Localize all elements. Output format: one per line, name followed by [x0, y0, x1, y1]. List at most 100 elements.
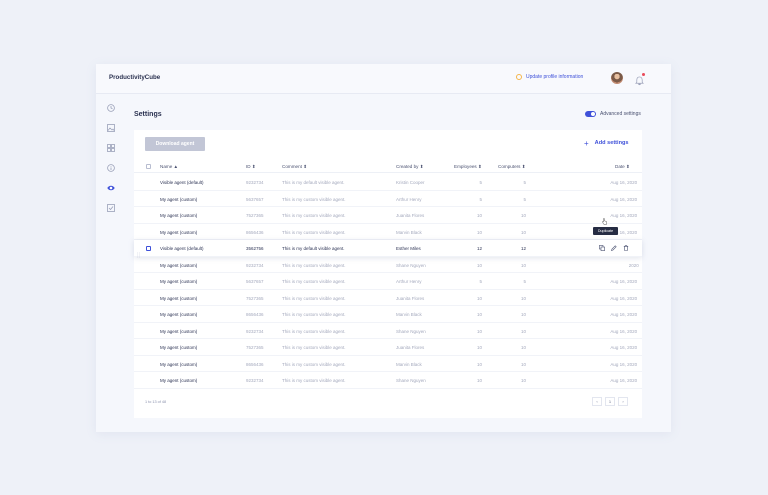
cell-date: Aug 16, 2020 — [610, 378, 638, 383]
cell-employees: 10 — [477, 328, 483, 334]
next-page-button[interactable]: › — [618, 397, 628, 406]
page-title: Settings — [134, 111, 162, 118]
cell-created-by: Arthur Henry — [396, 279, 422, 284]
table-row[interactable]: My agent (custom) 5637657 This is my custo… — [134, 191, 642, 207]
cell-comment: This is my custom visible agent. — [282, 196, 346, 202]
edit-icon[interactable] — [611, 244, 617, 251]
cell-name: My agent (custom) — [160, 295, 198, 301]
update-profile-link[interactable]: Update profile information — [516, 74, 583, 80]
pagination: ‹ 1 › — [592, 397, 628, 406]
sidebar-item-tasks[interactable] — [107, 204, 115, 212]
table-row[interactable]: My agent (custom) 9232734 This is my custo… — [134, 257, 642, 273]
add-settings-button[interactable]: + Add settings — [584, 139, 629, 147]
table-row[interactable]: My agent (custom) 8656436 This is my custo… — [134, 356, 642, 372]
cell-created-by: Shane Nguyen — [396, 262, 426, 268]
cell-name: Visible agent (default) — [160, 180, 204, 185]
cell-comment: This is my custom visible agent. — [282, 312, 346, 317]
col-created-by[interactable]: Created by ⬍ — [396, 164, 424, 169]
table-row[interactable]: My agent (custom) 7527365 This is my custo… — [134, 207, 642, 224]
avatar[interactable] — [611, 72, 623, 84]
current-page[interactable]: 1 — [605, 397, 615, 406]
duplicate-tooltip: Duplicate — [593, 227, 618, 235]
col-date[interactable]: Date ⬍ — [615, 164, 630, 169]
cell-computers: 10 — [521, 262, 527, 268]
drag-handle-icon[interactable] — [137, 245, 140, 258]
select-all-checkbox[interactable] — [146, 164, 151, 169]
table-row[interactable]: My agent (custom) 7527365 This is my custo… — [134, 339, 642, 356]
cell-employees: 5 — [479, 180, 483, 185]
cell-id: 3562756 — [246, 246, 264, 251]
cell-id: 9232734 — [246, 328, 264, 334]
cell-date: Aug 16, 2020 — [610, 295, 638, 301]
cell-computers: 10 — [521, 312, 527, 317]
cell-computers: 10 — [521, 295, 527, 301]
advanced-settings-label: Advanced settings — [600, 111, 641, 117]
cell-name: My agent (custom) — [160, 196, 198, 202]
cell-name: My agent (custom) — [160, 378, 198, 383]
cell-date: Aug 16, 2020 — [610, 213, 638, 218]
cell-computers: 5 — [523, 180, 527, 185]
duplicate-icon[interactable] — [599, 244, 605, 251]
col-id[interactable]: ID ⬍ — [246, 164, 256, 169]
col-comment[interactable]: Comment ⬍ — [282, 164, 308, 169]
cell-id: 8656436 — [246, 312, 264, 317]
cell-employees: 10 — [477, 229, 483, 235]
cell-name: My agent (custom) — [160, 279, 198, 284]
sidebar-item-reports[interactable] — [107, 124, 115, 132]
trash-icon[interactable] — [623, 244, 629, 251]
cell-id: 9232734 — [246, 378, 264, 383]
toggle-switch[interactable] — [585, 111, 596, 117]
cell-created-by: Kristin Cooper — [396, 180, 425, 185]
sidebar-item-info[interactable] — [107, 164, 115, 172]
table-row[interactable]: Visible agent (default) 3562756 This is my… — [134, 240, 642, 258]
cell-computers: 5 — [523, 196, 527, 202]
cell-name: My agent (custom) — [160, 262, 198, 268]
cell-created-by: Marvin Black — [396, 229, 422, 235]
eye-icon — [107, 185, 115, 191]
app-window: ProductivityCube Update profile informat… — [96, 64, 671, 432]
table-row[interactable]: My agent (custom) 9232734 This is my custo… — [134, 372, 642, 389]
table-row[interactable]: My agent (custom) 8656436 This is my custo… — [134, 306, 642, 323]
table-row[interactable]: My agent (custom) 5637657 This is my custo… — [134, 273, 642, 290]
brand-logo[interactable]: ProductivityCube — [109, 74, 161, 81]
top-bar: ProductivityCube Update profile informat… — [96, 64, 671, 94]
cell-computers: 5 — [523, 279, 527, 284]
cell-comment: This is my custom visible agent. — [282, 295, 346, 301]
download-agent-button[interactable]: Download agent — [145, 137, 205, 151]
cell-comment: This is my custom visible agent. — [282, 279, 346, 284]
table-row[interactable]: My agent (custom) 8656436 This is my custo… — [134, 224, 642, 240]
cell-created-by: Shane Nguyen — [396, 328, 426, 334]
table-row[interactable]: My agent (custom) 9232734 This is my custo… — [134, 323, 642, 339]
table-header: Name ▲ ID ⬍ Comment ⬍ Created by ⬍ Emplo… — [134, 160, 642, 173]
table-row[interactable]: Visible agent (default) 9232734 This is my… — [134, 174, 642, 191]
cell-employees: 12 — [477, 246, 483, 251]
cell-comment: This is my default visible agent. — [282, 180, 345, 185]
sidebar-item-apps[interactable] — [107, 144, 115, 152]
cell-id: 8656436 — [246, 229, 264, 235]
cell-created-by: Marvin Black — [396, 361, 422, 367]
cell-date: Aug 16, 2020 — [610, 279, 638, 284]
table-row[interactable]: My agent (custom) 7527365 This is my custo… — [134, 290, 642, 306]
sidebar — [96, 94, 126, 432]
cell-name: My agent (custom) — [160, 345, 198, 350]
cell-id: 7527365 — [246, 295, 264, 301]
cell-date: Aug 16, 2020 — [610, 345, 638, 350]
notification-badge — [642, 73, 645, 76]
notification-bell-icon[interactable] — [635, 73, 645, 86]
sidebar-item-dashboard[interactable] — [107, 104, 115, 112]
cell-comment: This is my default visible agent. — [282, 246, 345, 251]
cell-name: Visible agent (default) — [160, 246, 204, 251]
col-name[interactable]: Name ▲ — [160, 164, 179, 169]
row-checkbox[interactable] — [146, 245, 151, 251]
cell-id: 9232734 — [246, 262, 264, 268]
cell-date: Aug 16, 2020 — [610, 229, 638, 235]
cell-name: My agent (custom) — [160, 312, 198, 317]
cell-created-by: Juanita Flores — [396, 345, 425, 350]
sidebar-item-visibility[interactable] — [107, 184, 115, 192]
add-settings-label: Add settings — [594, 140, 629, 146]
col-computers[interactable]: Computers ⬍ — [498, 164, 526, 169]
prev-page-button[interactable]: ‹ — [592, 397, 602, 406]
advanced-settings-toggle[interactable]: Advanced settings — [585, 111, 641, 117]
cell-created-by: Juanita Flores — [396, 295, 425, 301]
col-employees[interactable]: Employees ⬍ — [454, 164, 482, 169]
